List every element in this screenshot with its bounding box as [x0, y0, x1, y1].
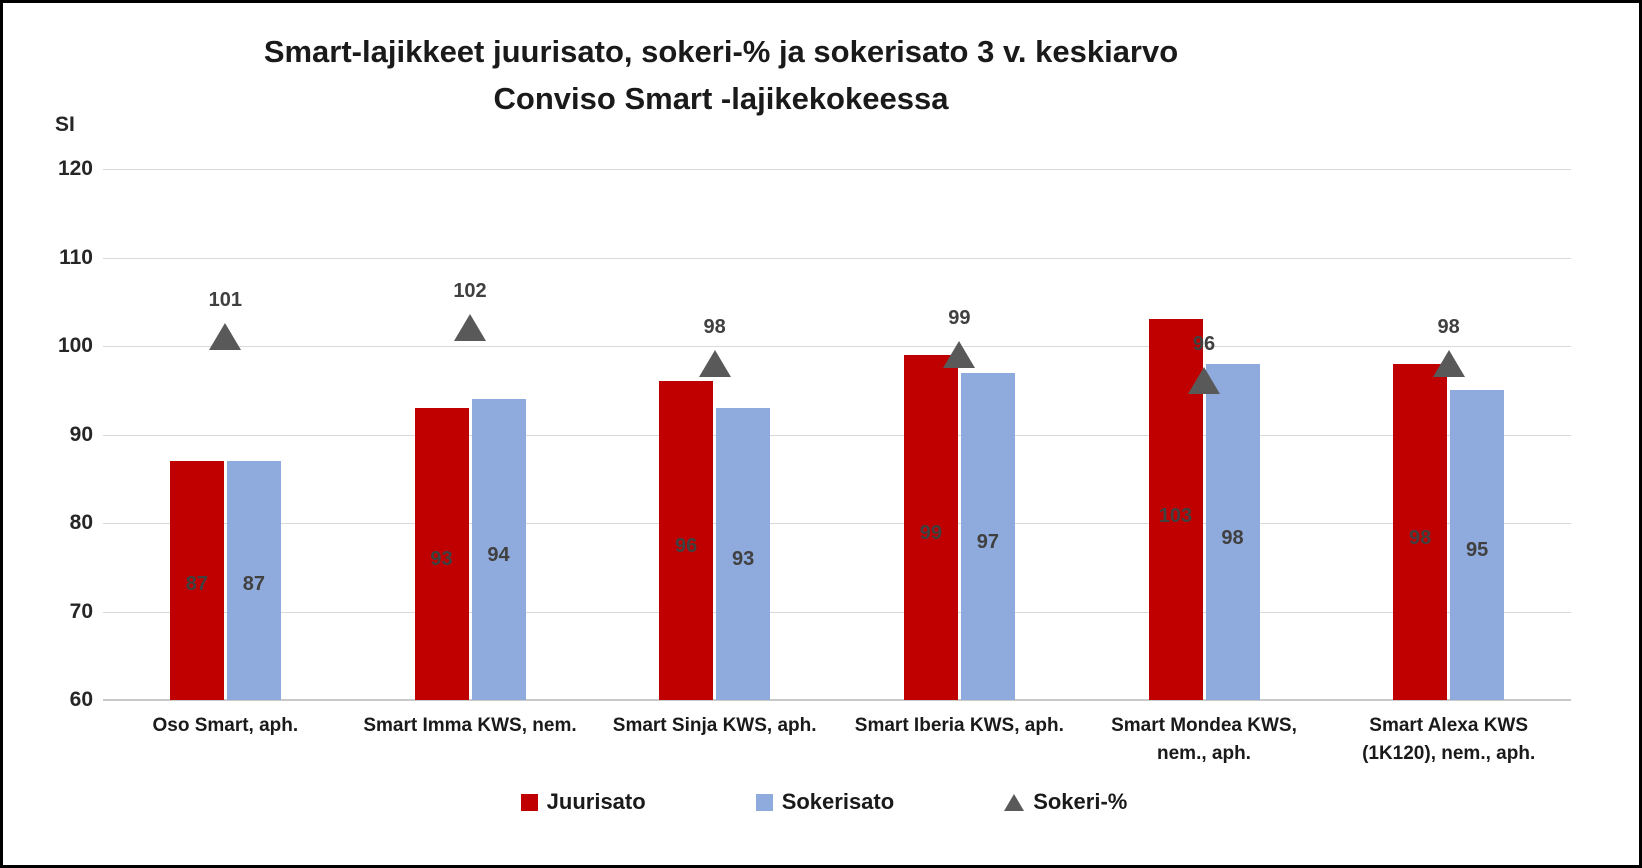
y-tick-label-110: 110 [59, 245, 93, 269]
gridline-120 [103, 169, 1571, 170]
y-axis-title: SI [55, 113, 75, 136]
triangle-marker-sokeri-pct-0 [209, 323, 242, 351]
gridline-90 [103, 434, 1571, 436]
triangle-marker-sokeri-pct-2 [698, 349, 731, 377]
chart-title-line1: Smart-lajikkeet juurisato, sokeri-% ja s… [263, 34, 1179, 69]
x-axis-line [103, 699, 1571, 701]
legend-item-juurisato: Juurisato [520, 789, 646, 815]
bar-value-label-juurisato-5: 98 [1409, 526, 1432, 549]
chart-title-line2: Conviso Smart -lajikekokeessa [493, 80, 949, 116]
bar-value-label-juurisato-3: 99 [919, 522, 942, 545]
bar-value-label-juurisato-0: 87 [185, 573, 208, 596]
bar-value-label-sokerisato-4: 98 [1221, 526, 1244, 549]
marker-value-label-sokeri-pct-4: 96 [1192, 333, 1216, 356]
gridline-70 [103, 611, 1571, 613]
bar-sokerisato-4 [1205, 363, 1260, 700]
bar-value-label-sokerisato-5: 95 [1466, 539, 1489, 562]
bar-juurisato-0 [169, 461, 224, 700]
bar-value-label-juurisato-1: 93 [430, 547, 453, 570]
legend-label-sokeri-pct: Sokeri-% [1033, 789, 1128, 814]
bar-sokerisato-5 [1450, 390, 1505, 700]
bar-sokerisato-1 [471, 399, 526, 700]
legend-label-juurisato: Juurisato [546, 789, 646, 814]
legend-label-sokerisato: Sokerisato [781, 789, 895, 814]
bar-value-label-sokerisato-2: 93 [732, 547, 755, 570]
bar-value-label-sokerisato-1: 94 [487, 543, 510, 566]
bar-sokerisato-2 [716, 407, 771, 700]
marker-value-label-sokeri-pct-1: 102 [453, 280, 487, 303]
x-category-label-0: Oso Smart, aph. [152, 715, 299, 736]
bar-juurisato-1 [414, 407, 469, 700]
x-category-label-2: Smart Sinja KWS, aph. [612, 715, 817, 736]
bar-juurisato-2 [659, 381, 714, 700]
y-tick-label-120: 120 [57, 157, 93, 180]
bar-sokerisato-0 [226, 461, 281, 700]
y-tick-label-100: 100 [57, 334, 93, 357]
marker-value-label-sokeri-pct-0: 101 [208, 289, 243, 312]
bar-sokerisato-3 [960, 372, 1015, 700]
x-category-label-5: Smart Alexa KWS (1K120), nem., aph. [1362, 715, 1536, 764]
y-tick-label-70: 70 [69, 599, 93, 623]
bar-juurisato-3 [903, 354, 958, 700]
x-category-label-4: Smart Mondea KWS, nem., aph. [1111, 715, 1297, 764]
legend: Juurisato Sokerisato Sokeri-% [3, 789, 1639, 815]
marker-value-label-sokeri-pct-2: 98 [703, 315, 726, 338]
triangle-marker-sokeri-pct-5 [1432, 349, 1465, 377]
sokeri-pct-triangle-icon [1004, 793, 1025, 811]
bar-value-label-juurisato-2: 96 [675, 535, 698, 558]
triangle-marker-sokeri-pct-4 [1188, 367, 1220, 395]
gridline-110 [103, 257, 1571, 259]
y-tick-label-60: 60 [69, 688, 93, 711]
marker-value-label-sokeri-pct-5: 98 [1437, 315, 1460, 338]
marker-value-label-sokeri-pct-3: 99 [948, 306, 971, 329]
juurisato-swatch-icon [520, 793, 538, 811]
x-category-label-1: Smart Imma KWS, nem. [363, 715, 577, 736]
chart-title: Smart-lajikkeet juurisato, sokeri-% ja s… [3, 29, 1439, 122]
gridline-80 [103, 523, 1571, 524]
x-category-label-3: Smart Iberia KWS, aph. [854, 715, 1064, 736]
sokerisato-swatch-icon [755, 793, 773, 811]
legend-item-sokerisato: Sokerisato [755, 789, 895, 815]
bar-juurisato-5 [1393, 363, 1448, 700]
bar-value-label-sokerisato-0: 87 [242, 573, 265, 596]
bar-value-label-juurisato-4: 103 [1158, 505, 1193, 528]
y-tick-label-90: 90 [69, 422, 93, 446]
legend-item-sokeri-pct: Sokeri-% [1004, 789, 1127, 815]
gridline-100 [103, 346, 1571, 347]
y-tick-label-80: 80 [69, 511, 93, 534]
triangle-marker-sokeri-pct-1 [454, 314, 486, 342]
plot-area: 120 110 100 90 80 70 60 87 93 96 99 103 98 87 94 93 97 98… [58, 157, 1571, 711]
bar-value-label-sokerisato-3: 97 [976, 530, 999, 553]
triangle-marker-sokeri-pct-3 [943, 340, 976, 368]
x-axis-category-labels: Oso Smart, aph. Smart Imma KWS, nem. Smart… [103, 712, 1571, 782]
